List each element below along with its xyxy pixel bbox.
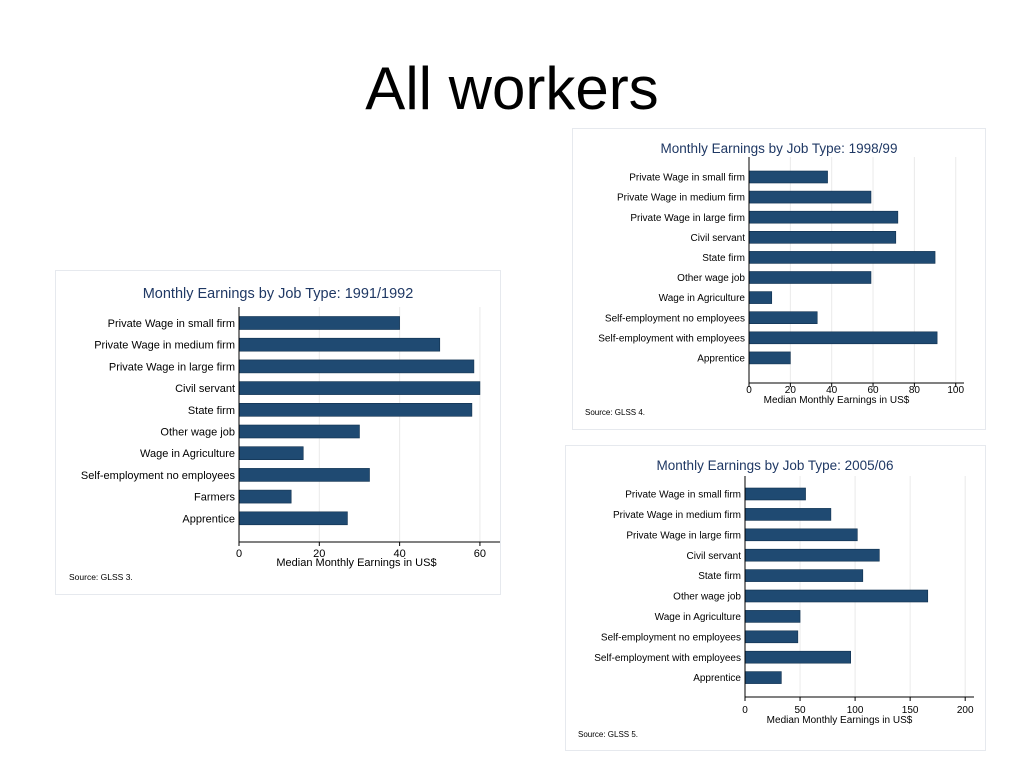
bar [744,630,799,644]
category-label: State firm [702,253,745,264]
category-label: State firm [188,405,235,417]
x-tick-label: 40 [393,548,405,560]
category-label: Private Wage in large firm [109,361,235,373]
source-note: Source: GLSS 5. [578,730,638,739]
bar [744,487,806,501]
bar [748,311,818,324]
bar [748,291,773,304]
bar [744,528,858,542]
chart-1991-1992: Monthly Earnings by Job Type: 1991/1992 P… [55,270,501,595]
category-label: Other wage job [673,592,741,603]
bar [238,446,304,460]
bar [748,351,791,365]
category-label: Apprentice [697,354,745,365]
category-label: Self-employment no employees [605,313,745,324]
bar [748,331,938,345]
category-label: Other wage job [160,426,235,438]
x-axis-label: Median Monthly Earnings in US$ [276,557,436,569]
bar [238,359,475,374]
category-label: Private Wage in medium firm [94,340,235,352]
category-label: Self-employment with employees [594,653,741,664]
bar [744,671,782,684]
source-note: Source: GLSS 3. [69,572,133,582]
category-label: Self-employment with employees [598,333,745,344]
category-label: Apprentice [182,513,235,525]
category-label: Wage in Agriculture [140,448,235,460]
category-label: Apprentice [693,673,741,684]
chart-title: Monthly Earnings by Job Type: 2005/06 [657,458,894,473]
bar [238,403,473,417]
category-label: Private Wage in medium firm [613,510,741,521]
bar [238,337,441,352]
chart-title: Monthly Earnings by Job Type: 1991/1992 [143,286,414,302]
bar [238,381,481,395]
x-tick-label: 20 [785,385,797,396]
category-label: Private Wage in small firm [629,173,745,184]
x-tick-label: 150 [902,705,919,716]
chart-svg: Monthly Earnings by Job Type: 1991/1992 P… [69,286,500,582]
category-label: Self-employment no employees [601,632,741,643]
category-label: Private Wage in large firm [626,530,741,541]
category-label: Wage in Agriculture [659,293,746,304]
chart-2005-06: Monthly Earnings by Job Type: 2005/06 Pri… [565,445,986,751]
x-tick-label: 0 [746,385,752,396]
category-label: Civil servant [175,383,235,395]
bar [744,589,929,603]
bar [238,511,348,526]
bar [748,271,872,284]
x-tick-label: 0 [236,548,242,560]
x-tick-label: 60 [474,548,486,560]
chart-svg: Monthly Earnings by Job Type: 1998/99 Pri… [585,141,965,417]
bar [748,251,936,264]
category-label: Private Wage in small firm [625,490,741,501]
x-tick-label: 0 [742,705,748,716]
category-label: Private Wage in small firm [108,318,235,330]
x-tick-label: 50 [794,705,806,716]
x-tick-label: 40 [826,385,838,396]
category-label: Civil servant [687,551,742,562]
bar [238,468,370,482]
bar [748,210,899,224]
x-axis-label: Median Monthly Earnings in US$ [767,715,913,726]
bar [744,610,801,623]
chart-svg: Monthly Earnings by Job Type: 2005/06 Pri… [578,458,974,739]
bar [748,231,897,244]
bar [744,548,880,562]
bar [748,170,828,184]
bar [744,569,864,582]
x-tick-label: 80 [909,385,921,396]
category-label: Private Wage in medium firm [617,193,745,204]
slide-title: All workers [365,55,659,122]
x-tick-label: 60 [867,385,879,396]
bar [238,489,292,504]
bar [238,424,360,439]
source-note: Source: GLSS 4. [585,408,645,417]
category-label: Farmers [194,492,235,504]
category-label: Self-employment no employees [81,470,236,482]
x-tick-label: 20 [313,548,325,560]
x-tick-label: 100 [847,705,864,716]
bar [744,650,851,664]
category-label: Civil servant [691,233,746,244]
category-label: Wage in Agriculture [655,612,742,623]
bar [744,508,832,521]
x-axis-label: Median Monthly Earnings in US$ [764,395,910,406]
bar [748,190,872,204]
category-label: Other wage job [677,273,745,284]
x-tick-label: 200 [957,705,974,716]
category-label: State firm [698,571,741,582]
bar [238,316,400,330]
x-tick-label: 100 [947,385,964,396]
chart-title: Monthly Earnings by Job Type: 1998/99 [661,141,898,156]
chart-1998-99: Monthly Earnings by Job Type: 1998/99 Pri… [572,128,986,430]
category-label: Private Wage in large firm [630,213,745,224]
